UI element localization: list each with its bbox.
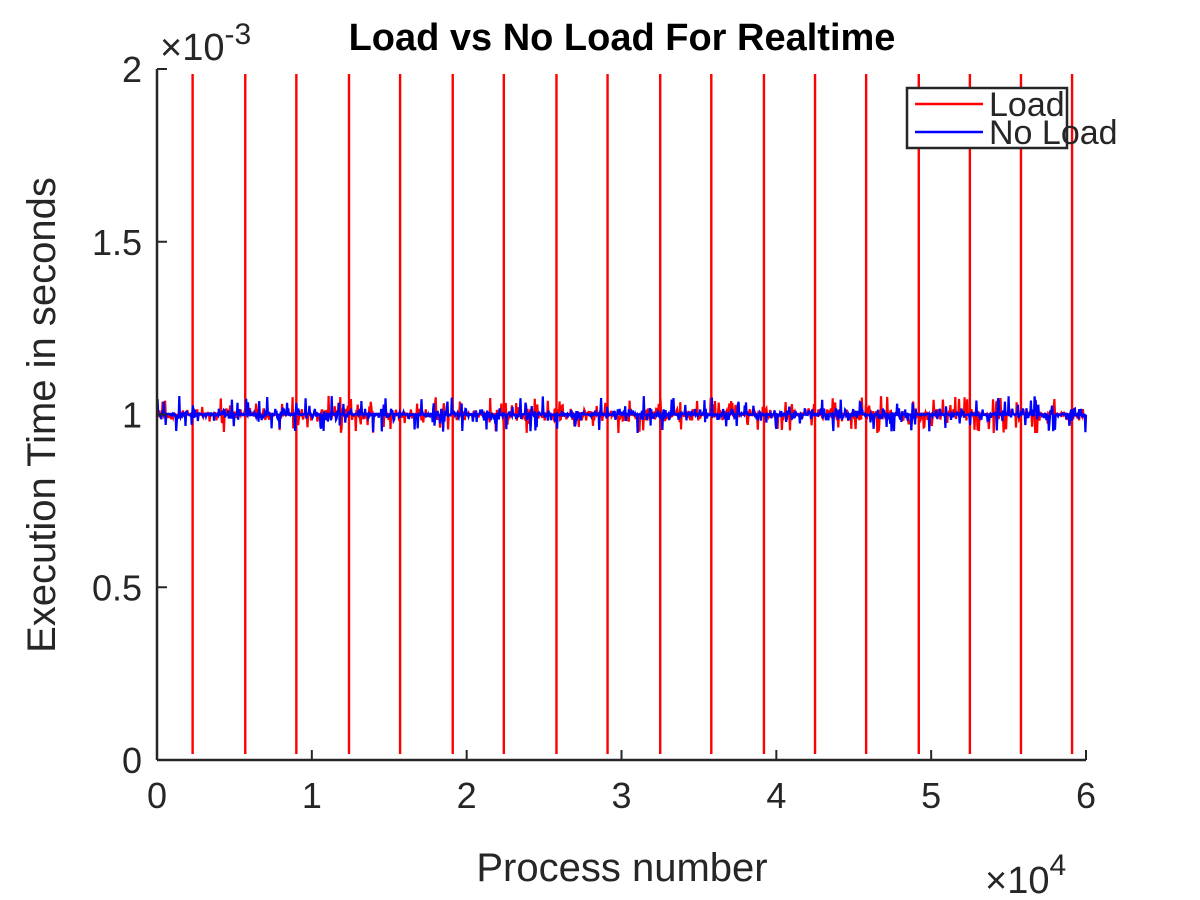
series-no-load bbox=[155, 395, 1088, 434]
y-multiplier: ×10-3 bbox=[160, 18, 251, 69]
legend-entry: No Load bbox=[989, 114, 1118, 152]
y-tick-label: 2 bbox=[122, 49, 142, 90]
y-tick-label: 0.5 bbox=[92, 567, 142, 608]
x-tick-label: 4 bbox=[766, 775, 786, 816]
chart-title: Load vs No Load For Realtime bbox=[349, 17, 896, 59]
y-tick-label: 0 bbox=[122, 740, 142, 781]
x-tick-label: 3 bbox=[611, 775, 631, 816]
y-tick-label: 1 bbox=[122, 395, 142, 436]
y-tick-label: 1.5 bbox=[92, 222, 142, 263]
y-axis-label: Execution Time in seconds bbox=[20, 177, 64, 653]
x-tick-label: 0 bbox=[147, 775, 167, 816]
x-tick-label: 6 bbox=[1076, 775, 1096, 816]
axes: 0 1 2 3 4 5 6 0 0.5 1 1.5 2 bbox=[92, 49, 1096, 816]
legend-entry: Load bbox=[989, 86, 1065, 124]
series-line bbox=[155, 395, 1088, 434]
x-multiplier: ×104 bbox=[985, 849, 1066, 900]
x-tick-label: 5 bbox=[921, 775, 941, 816]
x-tick-label: 2 bbox=[457, 775, 477, 816]
legend-box bbox=[905, 86, 1069, 150]
x-tick-label: 1 bbox=[302, 775, 322, 816]
x-axis-label: Process number bbox=[476, 846, 767, 890]
series-layer bbox=[155, 74, 1088, 754]
